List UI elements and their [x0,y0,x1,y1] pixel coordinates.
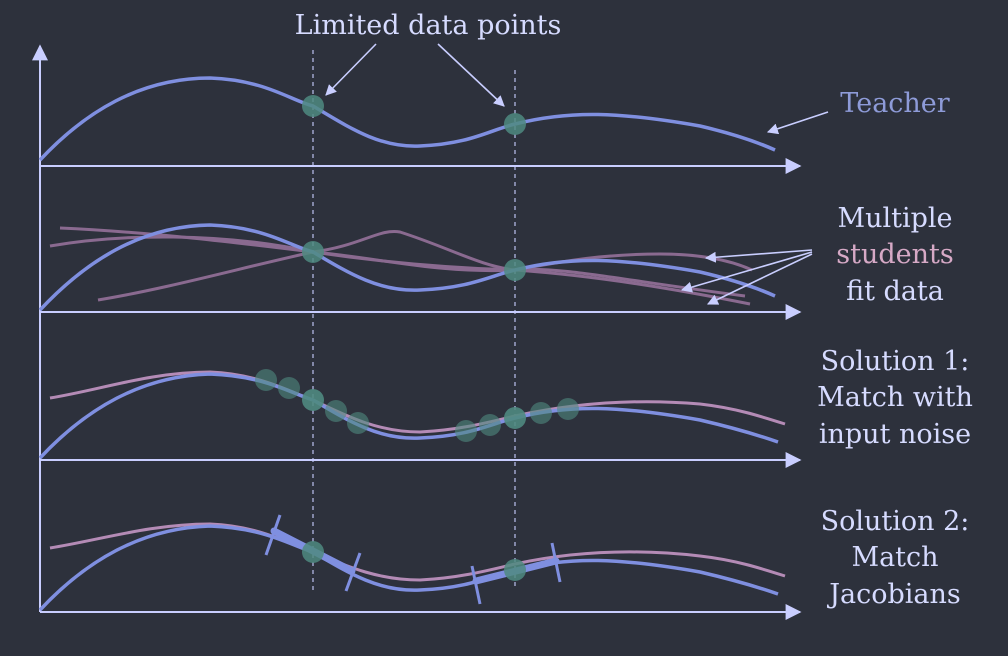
arrow-to-point-1 [325,43,377,96]
label-solution2-line3: Jacobians [826,579,961,610]
label-solution1-line3: input noise [819,419,971,450]
label-multiple: Multiple [837,203,952,234]
student-curve-1 [49,235,751,306]
tangent-tick-1 [264,514,282,556]
teacher-curve-3 [38,372,779,460]
label-solution2-title: Solution 2: [821,506,970,537]
panel-solution2 [38,514,786,612]
tangent-tick-4 [550,542,562,583]
teacher-curve-2 [38,223,776,312]
student-curve-solution2 [49,522,786,582]
data-point-3 [302,241,324,263]
panel-solution1 [38,369,786,460]
data-point-6 [504,407,526,429]
data-point-5 [302,389,324,411]
label-fit-data: fit data [846,276,944,307]
panel-students [38,223,813,312]
arrow-to-point-2 [437,43,505,107]
data-point-7 [302,541,324,563]
tangent-tick-2 [344,552,362,592]
label-solution1-line2: Match with [817,382,973,413]
student-curve-solution1 [49,370,786,434]
teacher-curve [38,76,776,162]
data-point-1 [302,95,324,117]
arrow-to-student-2 [680,251,813,293]
label-teacher: Teacher [840,88,949,119]
label-solution2-line2: Match [851,542,938,573]
label-students: students [836,239,953,270]
data-point-8 [504,559,526,581]
teacher-curve-4 [38,524,779,612]
label-limited-data-points: Limited data points [295,10,562,41]
arrow-to-student-1 [704,249,813,263]
data-point-2 [504,113,526,135]
arrow-to-teacher [766,111,829,135]
label-solution1-title: Solution 1: [821,346,970,377]
student-curve-2 [59,226,746,298]
tangent-tick-3 [470,565,482,605]
noise-points [255,369,579,442]
data-point-4 [504,259,526,281]
student-curve-3 [97,250,753,302]
arrow-to-student-3 [707,253,813,305]
panel-teacher [38,43,829,162]
